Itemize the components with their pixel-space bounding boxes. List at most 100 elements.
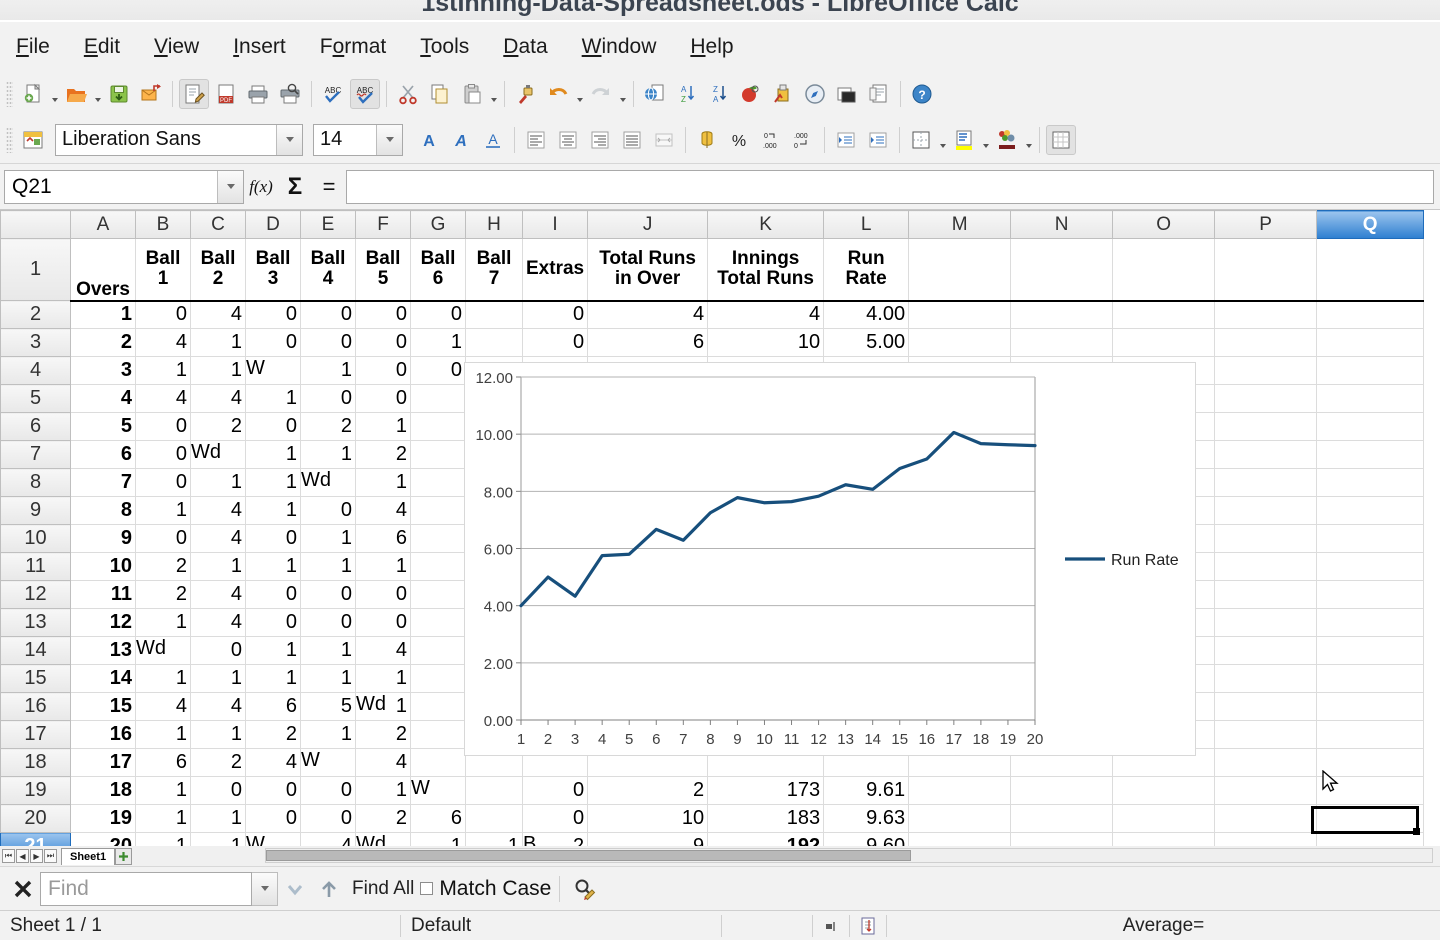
cell-B11[interactable]: 2 — [135, 552, 191, 581]
cell-Q12[interactable] — [1316, 580, 1425, 609]
cell-P1[interactable] — [1214, 238, 1318, 302]
cell-G1[interactable]: Ball 6 — [410, 238, 466, 302]
cell-Q21[interactable] — [1316, 832, 1425, 846]
name-box[interactable]: Q21 — [4, 169, 244, 204]
cell-B8[interactable]: 0 — [135, 468, 191, 497]
cell-P10[interactable] — [1214, 524, 1318, 553]
cell-G20[interactable]: 6 — [410, 804, 466, 833]
open-document-icon[interactable] — [61, 79, 91, 109]
cell-F2[interactable]: 0 — [355, 300, 411, 329]
cell-B7[interactable]: 0 Wd — [135, 440, 221, 469]
cell-Q20[interactable] — [1316, 804, 1425, 833]
styles-icon[interactable] — [18, 125, 48, 155]
cell-A20[interactable]: 19 — [70, 804, 136, 833]
cell-P13[interactable] — [1214, 608, 1318, 637]
menu-insert[interactable]: Insert — [229, 33, 290, 61]
cell-C14[interactable]: 0 — [190, 636, 246, 665]
cell-P5[interactable] — [1214, 384, 1318, 413]
menu-view[interactable]: View — [150, 33, 203, 61]
row-header-12[interactable]: 12 — [0, 580, 71, 609]
cell-B13[interactable]: 1 — [135, 608, 191, 637]
cell-N2[interactable] — [1010, 300, 1114, 329]
row-header-20[interactable]: 20 — [0, 804, 71, 833]
column-header-O[interactable]: O — [1112, 210, 1216, 239]
cell-Q3[interactable] — [1316, 328, 1425, 357]
cell-C8[interactable]: 1 — [190, 468, 246, 497]
row-header-4[interactable]: 4 — [0, 356, 71, 385]
new-document-icon[interactable] — [18, 79, 48, 109]
cell-B20[interactable]: 1 — [135, 804, 191, 833]
cell-E13[interactable]: 0 — [300, 608, 356, 637]
cell-J21[interactable]: 9 — [587, 832, 709, 846]
cell-Q1[interactable] — [1316, 238, 1425, 302]
cell-F1[interactable]: Ball 5 — [355, 238, 411, 302]
cell-Q2[interactable] — [1316, 300, 1425, 329]
cell-O19[interactable] — [1112, 776, 1216, 805]
edit-mode-icon[interactable] — [179, 79, 209, 109]
cell-O3[interactable] — [1112, 328, 1216, 357]
cell-G12[interactable] — [410, 580, 466, 609]
row-header-1[interactable]: 1 — [0, 238, 71, 301]
formatting-toolbar-grip[interactable] — [6, 126, 13, 153]
cell-F21[interactable] — [355, 832, 411, 846]
cell-E9[interactable]: 0 — [300, 496, 356, 525]
cell-N21[interactable] — [1010, 832, 1114, 846]
cell-P3[interactable] — [1214, 328, 1318, 357]
cell-B1[interactable]: Ball 1 — [135, 238, 191, 302]
row-header-6[interactable]: 6 — [0, 412, 71, 441]
cell-B12[interactable]: 2 — [135, 580, 191, 609]
find-next-icon[interactable] — [312, 872, 346, 906]
column-header-G[interactable]: G — [410, 210, 466, 239]
cell-P2[interactable] — [1214, 300, 1318, 329]
justified-icon[interactable] — [617, 125, 647, 155]
cell-G17[interactable] — [410, 720, 466, 749]
email-document-icon[interactable] — [136, 79, 166, 109]
cell-B19[interactable]: 1 — [135, 776, 191, 805]
save-icon[interactable] — [104, 79, 134, 109]
cell-F12[interactable]: 0 — [355, 580, 411, 609]
cell-O21[interactable] — [1112, 832, 1216, 846]
menu-help[interactable]: Help — [686, 33, 737, 61]
cell-A21[interactable]: 20 — [70, 832, 136, 846]
font-color-icon[interactable] — [992, 125, 1022, 155]
cell-A12[interactable]: 11 — [70, 580, 136, 609]
cell-D19[interactable]: 0 — [245, 776, 301, 805]
corner-select-all[interactable] — [0, 210, 71, 239]
cell-D9[interactable]: 1 — [245, 496, 301, 525]
cell-M19[interactable] — [908, 776, 1012, 805]
row-header-15[interactable]: 15 — [0, 664, 71, 693]
paste-dropdown-icon[interactable] — [488, 79, 499, 109]
cell-F8[interactable]: 1 — [355, 468, 411, 497]
next-sheet-button[interactable]: ▶ — [30, 849, 43, 863]
align-left-icon[interactable] — [521, 125, 551, 155]
column-header-C[interactable]: C — [190, 210, 246, 239]
toolbar-grip[interactable] — [6, 81, 13, 107]
merge-cells-icon[interactable] — [649, 125, 679, 155]
cell-G5[interactable] — [410, 384, 466, 413]
cell-A1[interactable]: Overs — [70, 238, 136, 302]
row-header-16[interactable]: 16 — [0, 692, 71, 721]
cell-C5[interactable]: 4 — [190, 384, 246, 413]
cell-P7[interactable] — [1214, 440, 1318, 469]
cell-F10[interactable]: 6 — [355, 524, 411, 553]
horizontal-scrollbar[interactable] — [265, 848, 1433, 863]
cell-E21[interactable]: 4 Wd — [300, 832, 386, 846]
new-document-dropdown-icon[interactable] — [49, 79, 60, 109]
sum-icon[interactable]: Σ — [287, 172, 303, 200]
cell-C9[interactable]: 4 — [190, 496, 246, 525]
cell-O2[interactable] — [1112, 300, 1216, 329]
chart-icon[interactable] — [768, 79, 798, 109]
cell-B3[interactable]: 4 — [135, 328, 191, 357]
cell-K2[interactable]: 4 — [707, 300, 825, 329]
cell-C11[interactable]: 1 — [190, 552, 246, 581]
cell-C18[interactable]: 2 — [190, 748, 246, 777]
bold-icon[interactable]: A — [414, 125, 444, 155]
cell-G19[interactable] — [410, 776, 466, 805]
cell-P8[interactable] — [1214, 468, 1318, 497]
cell-E18[interactable] — [300, 748, 356, 777]
add-decimal-icon[interactable]: 0 .000 — [756, 125, 786, 155]
find-previous-icon[interactable] — [278, 872, 312, 906]
